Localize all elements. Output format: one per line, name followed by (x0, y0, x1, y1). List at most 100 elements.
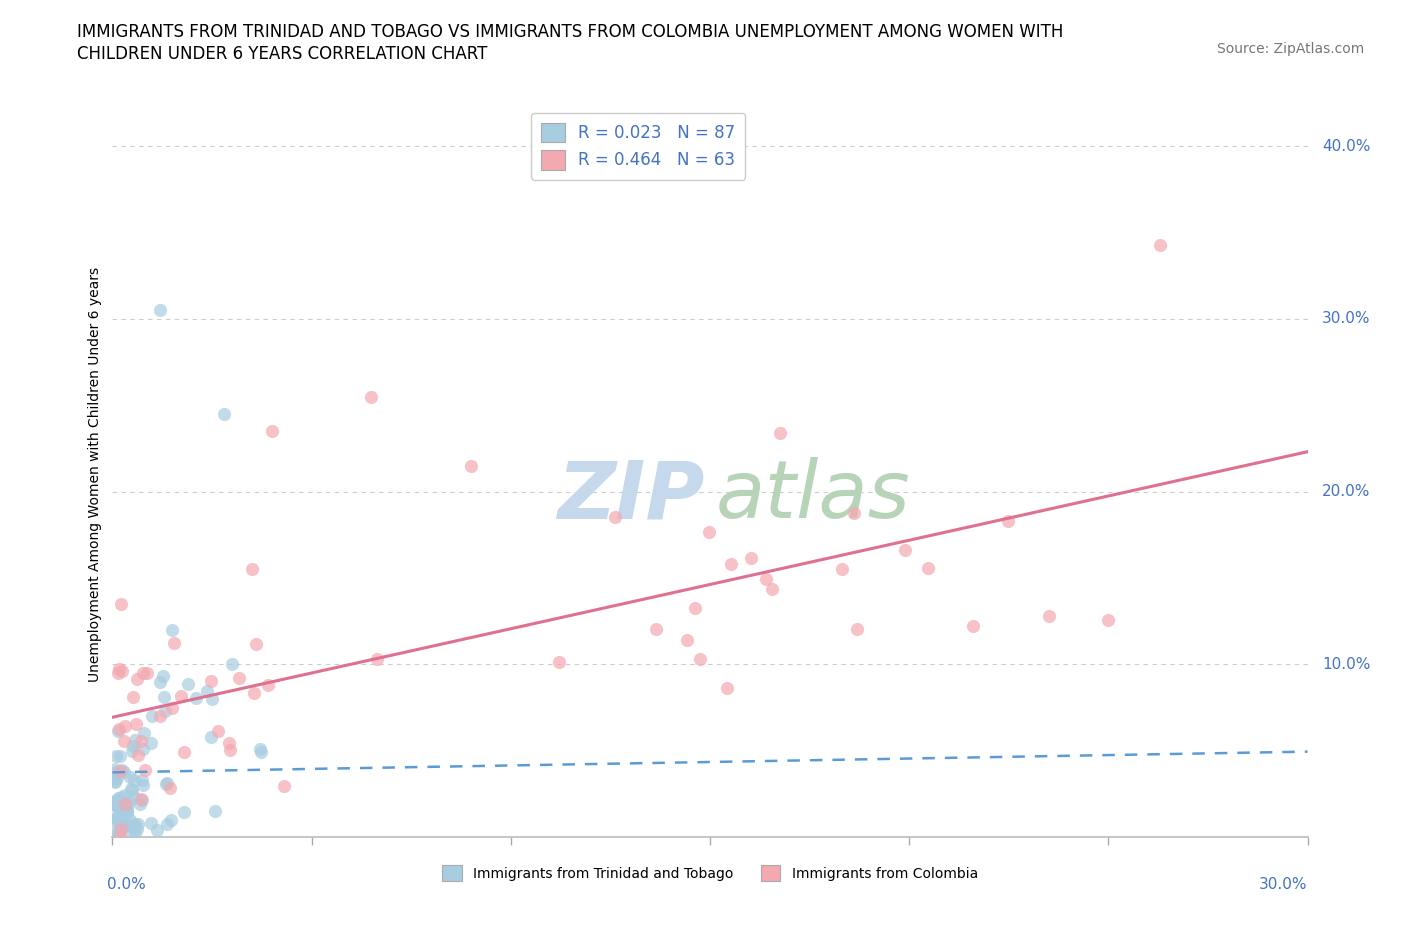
Point (149, 674, 172, 689)
Point (104, 764, 127, 779)
Point (740, 551, 762, 565)
Point (108, 816, 131, 830)
Point (162, 622, 183, 637)
Point (117, 794, 139, 809)
Point (105, 811, 128, 826)
Text: Source: ZipAtlas.com: Source: ZipAtlas.com (1216, 42, 1364, 56)
Point (103, 772, 125, 787)
Point (107, 792, 129, 807)
Point (917, 561, 939, 576)
Point (110, 597, 132, 612)
Point (156, 776, 179, 790)
Point (997, 513, 1019, 528)
Point (104, 798, 127, 813)
Point (112, 764, 135, 779)
Point (132, 741, 155, 756)
Point (366, 652, 388, 667)
Point (134, 763, 156, 777)
Point (134, 726, 156, 741)
Point (228, 671, 250, 685)
Point (761, 582, 783, 597)
Text: 10.0%: 10.0% (1322, 657, 1371, 671)
Point (127, 817, 149, 831)
Point (846, 622, 869, 637)
Point (173, 745, 195, 760)
Point (212, 406, 235, 421)
Point (219, 742, 242, 757)
Point (240, 562, 263, 577)
Point (162, 700, 184, 715)
Point (249, 741, 271, 756)
Point (842, 505, 865, 520)
Point (204, 804, 226, 818)
Point (250, 744, 273, 759)
Point (697, 525, 720, 539)
Point (110, 800, 132, 815)
Point (129, 734, 152, 749)
Point (122, 690, 145, 705)
Point (962, 618, 984, 633)
Point (716, 680, 738, 695)
Point (104, 813, 127, 828)
Point (104, 762, 127, 777)
Text: CHILDREN UNDER 6 YEARS CORRELATION CHART: CHILDREN UNDER 6 YEARS CORRELATION CHART (77, 45, 488, 62)
Point (200, 673, 222, 688)
Point (131, 792, 153, 807)
Point (104, 799, 127, 814)
Point (103, 771, 125, 786)
Point (124, 733, 146, 748)
Point (149, 303, 172, 318)
Point (1038, 609, 1060, 624)
Point (122, 790, 145, 804)
Point (195, 684, 218, 699)
Point (127, 671, 149, 686)
Point (360, 389, 382, 404)
Point (135, 666, 157, 681)
Point (153, 689, 176, 704)
Point (114, 817, 136, 832)
Point (104, 775, 127, 790)
Text: ZIP: ZIP (557, 457, 704, 535)
Point (110, 663, 132, 678)
Point (118, 812, 141, 827)
Point (243, 685, 266, 700)
Point (115, 798, 138, 813)
Legend: Immigrants from Trinidad and Tobago, Immigrants from Colombia: Immigrants from Trinidad and Tobago, Imm… (436, 858, 984, 888)
Point (108, 814, 131, 829)
Point (120, 782, 142, 797)
Point (110, 790, 132, 804)
Point (127, 747, 149, 762)
Point (257, 678, 280, 693)
Point (129, 791, 152, 806)
Text: 20.0%: 20.0% (1322, 485, 1371, 499)
Point (245, 636, 267, 651)
Point (548, 654, 571, 669)
Point (769, 426, 792, 441)
Point (115, 803, 138, 817)
Point (125, 717, 148, 732)
Point (273, 778, 295, 793)
Point (170, 688, 193, 703)
Point (114, 797, 136, 812)
Point (112, 734, 135, 749)
Point (141, 816, 163, 830)
Point (201, 691, 224, 706)
Point (186, 690, 208, 705)
Point (112, 817, 135, 832)
Point (108, 764, 131, 778)
Point (163, 635, 186, 650)
Point (132, 665, 155, 680)
Point (117, 805, 139, 820)
Point (200, 730, 222, 745)
Point (124, 826, 146, 841)
Point (141, 709, 163, 724)
Point (159, 780, 181, 795)
Point (689, 652, 711, 667)
Point (218, 736, 240, 751)
Point (155, 777, 177, 791)
Point (260, 424, 283, 439)
Point (103, 796, 125, 811)
Point (105, 794, 128, 809)
Point (114, 788, 136, 803)
Point (104, 794, 127, 809)
